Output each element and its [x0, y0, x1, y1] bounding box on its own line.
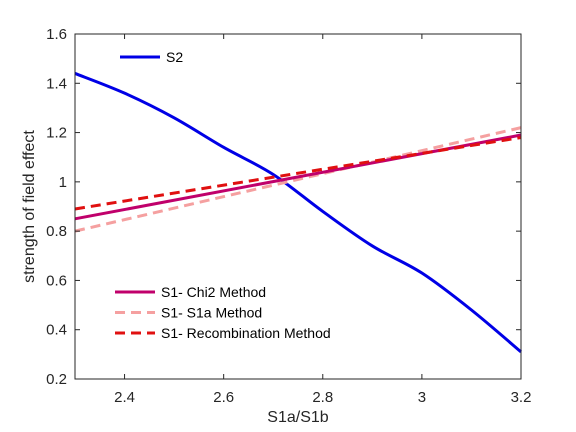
y-tick-label: 1.4 [46, 75, 67, 92]
legend-label-s1-s1a-method: S1- S1a Method [161, 305, 262, 321]
x-tick-label: 3.2 [511, 389, 532, 406]
y-tick-label: 1.6 [46, 26, 67, 43]
legend-label-s2: S2 [166, 49, 183, 65]
y-tick-label: 1 [59, 174, 67, 191]
legend-label-s1-recombination-method: S1- Recombination Method [161, 325, 331, 341]
y-tick-label: 1.2 [46, 125, 67, 142]
series-line-s1-s1a-method [74, 126, 522, 233]
series-line-s2 [74, 72, 522, 354]
legend-top-left: S2 [120, 49, 183, 65]
x-tick-label: 2.6 [213, 389, 234, 406]
plot-area [75, 34, 521, 379]
plot-frame [74, 33, 522, 380]
y-tick-label: 0.6 [46, 272, 67, 289]
series-line-s1-recombination-method [74, 136, 522, 211]
y-tick-label: 0.8 [46, 223, 67, 240]
x-tick-label: 2.4 [114, 389, 135, 406]
y-axis-label: strength of field effect [21, 130, 38, 283]
series-layer [74, 72, 522, 354]
y-tick-label: 0.4 [46, 322, 67, 339]
legend-label-s1-chi2-method: S1- Chi2 Method [161, 284, 266, 300]
x-tick-label: 2.8 [312, 389, 333, 406]
axis-layer: 2.4 2.6 2.8 3 3.2 0.2 0.4 0.6 0.8 1 1.2 1.4 1.6 [46, 26, 531, 406]
x-tick-label: 3 [418, 389, 426, 406]
x-axis-label: S1a/S1b [267, 409, 328, 426]
y-tick-label: 0.2 [46, 371, 67, 388]
legend-bottom-left: S1- Chi2 Method S1- S1a Method S1- Recombi… [115, 284, 331, 341]
